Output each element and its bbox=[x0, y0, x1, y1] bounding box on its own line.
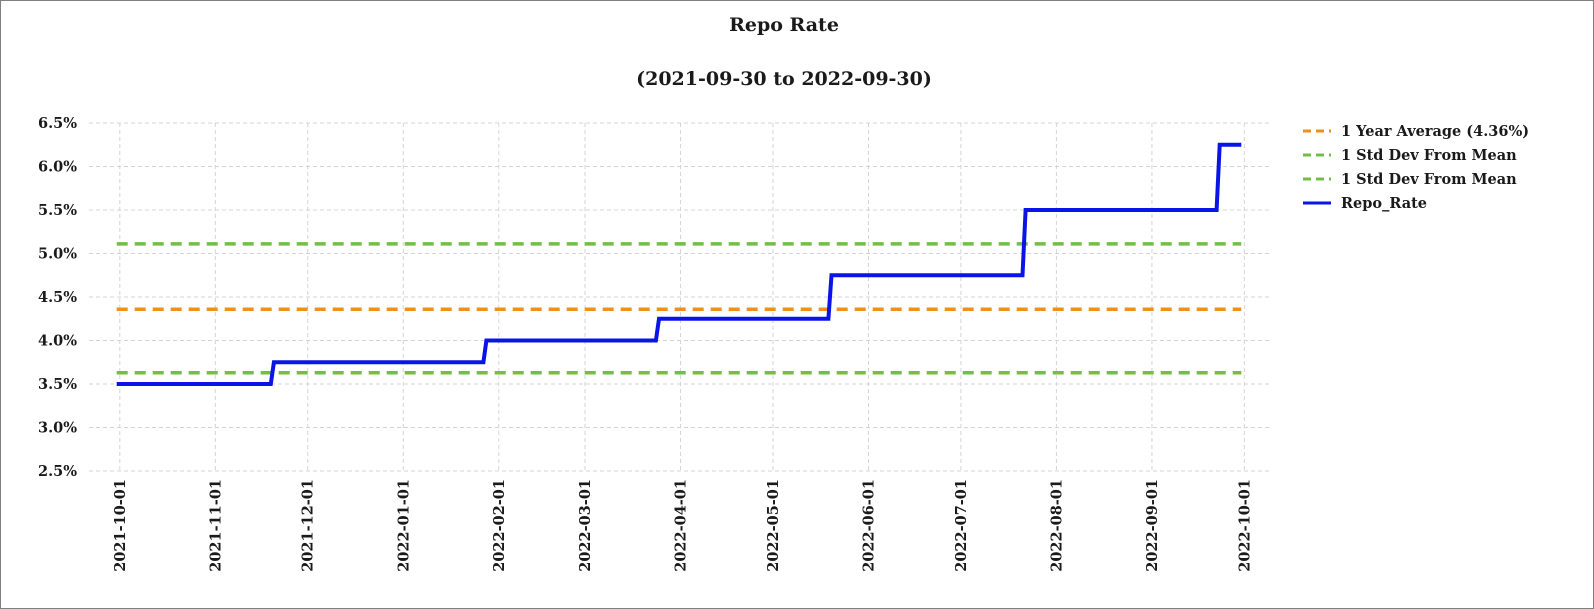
x-tick-label: 2022-09-01 bbox=[1144, 479, 1161, 572]
x-tick-label: 2022-10-01 bbox=[1236, 479, 1253, 572]
grid-lines bbox=[89, 122, 1269, 472]
legend-label: 1 Year Average (4.36%) bbox=[1341, 123, 1529, 140]
y-tick-label: 2.5% bbox=[38, 463, 77, 480]
x-tick-label: 2022-08-01 bbox=[1048, 479, 1065, 572]
legend-label: Repo_Rate bbox=[1341, 195, 1427, 212]
x-tick-label: 2021-10-01 bbox=[112, 479, 129, 572]
legend: 1 Year Average (4.36%) 1 Std Dev From Mea… bbox=[1303, 123, 1529, 212]
x-tick-label: 2022-02-01 bbox=[491, 479, 508, 572]
legend-label: 1 Std Dev From Mean bbox=[1341, 171, 1517, 188]
y-tick-label: 5.0% bbox=[38, 246, 77, 263]
y-tick-label: 5.5% bbox=[38, 202, 77, 219]
x-axis-ticks: 2021-10-01 2021-11-01 2021-12-01 2022-01-01… bbox=[112, 479, 1254, 572]
x-tick-label: 2022-04-01 bbox=[673, 479, 690, 572]
x-tick-label: 2022-01-01 bbox=[395, 479, 412, 572]
y-tick-label: 6.5% bbox=[38, 115, 77, 132]
chart-title: Repo Rate bbox=[729, 14, 839, 36]
x-tick-label: 2022-07-01 bbox=[953, 479, 970, 572]
repo-rate-line bbox=[116, 142, 1242, 386]
y-tick-label: 4.0% bbox=[38, 333, 77, 350]
legend-label: 1 Std Dev From Mean bbox=[1341, 147, 1517, 164]
y-axis-ticks: 2.5% 3.0% 3.5% 4.0% 4.5% 5.0% 5.5% 6.0% 6.5% bbox=[38, 115, 77, 480]
x-tick-label: 2021-11-01 bbox=[207, 479, 224, 572]
chart-subtitle: (2021-09-30 to 2022-09-30) bbox=[636, 68, 932, 90]
series-lines bbox=[116, 142, 1242, 386]
x-tick-label: 2022-05-01 bbox=[765, 479, 782, 572]
y-tick-label: 3.0% bbox=[38, 420, 77, 437]
y-tick-label: 4.5% bbox=[38, 289, 77, 306]
x-tick-label: 2022-06-01 bbox=[860, 479, 877, 572]
y-tick-label: 3.5% bbox=[38, 376, 77, 393]
y-tick-label: 6.0% bbox=[38, 159, 77, 176]
x-tick-label: 2021-12-01 bbox=[300, 479, 317, 572]
x-tick-label: 2022-03-01 bbox=[577, 479, 594, 572]
